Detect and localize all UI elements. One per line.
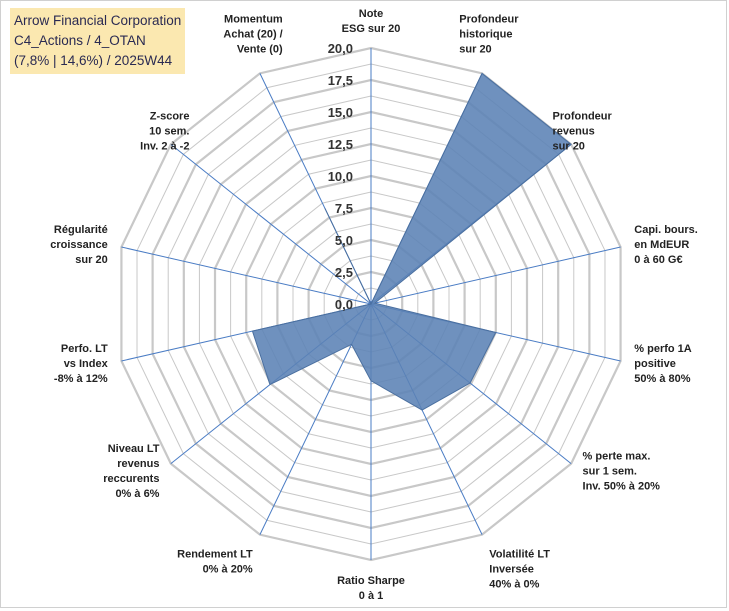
tick-label: 12,5 bbox=[328, 137, 353, 152]
tick-label: 17,5 bbox=[328, 73, 353, 88]
tick-label: 2,5 bbox=[335, 265, 353, 280]
title-line-stats: (7,8% | 14,6%) / 2025W44 bbox=[14, 51, 181, 71]
title-line-company: Arrow Financial Corporation bbox=[14, 11, 181, 31]
tick-label: 5,0 bbox=[335, 233, 353, 248]
category-label: % perte max.sur 1 sem.Inv. 50% à 20% bbox=[583, 451, 661, 493]
tick-label: 0,0 bbox=[335, 297, 353, 312]
tick-label: 10,0 bbox=[328, 169, 353, 184]
chart-title: Arrow Financial Corporation C4_Actions /… bbox=[10, 8, 185, 74]
tick-label: 20,0 bbox=[328, 41, 353, 56]
tick-label: 15,0 bbox=[328, 105, 353, 120]
radar-tick-labels: 0,0 2,5 5,0 7,5 10,0 12,5 15,0 17,5 20,0 bbox=[328, 41, 353, 312]
title-line-category: C4_Actions / 4_OTAN bbox=[14, 31, 181, 51]
tick-label: 7,5 bbox=[335, 201, 353, 216]
